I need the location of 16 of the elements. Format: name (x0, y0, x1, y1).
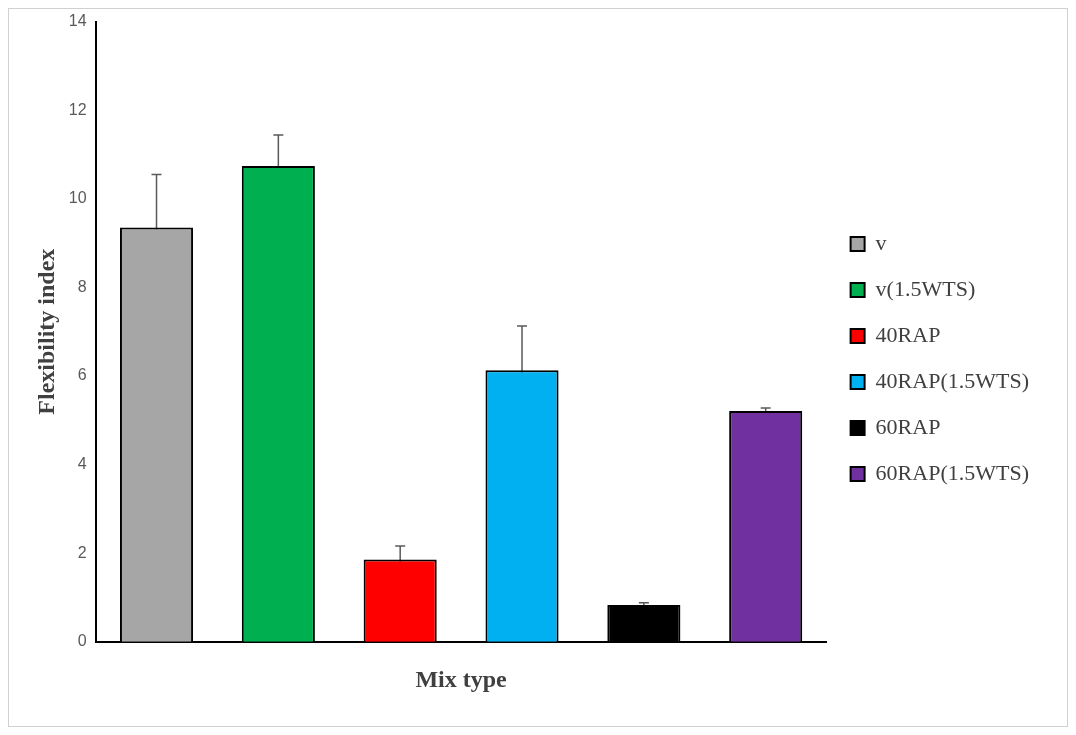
legend-label: 60RAP (875, 413, 941, 439)
y-tick-label: 4 (77, 455, 87, 473)
y-tick-label: 12 (68, 100, 87, 118)
y-tick-label: 8 (77, 277, 87, 295)
y-axis-title: Flexibility index (32, 248, 59, 415)
legend-label: 40RAP(1.5WTS) (875, 367, 1029, 393)
legend-label: 60RAP(1.5WTS) (875, 459, 1029, 485)
legend-label: v (875, 229, 887, 255)
y-tick-label: 6 (77, 366, 87, 384)
y-tick-label: 10 (68, 189, 87, 207)
y-tick-label: 0 (77, 632, 87, 650)
y-tick-label: 2 (77, 543, 87, 561)
x-axis-title: Mix type (415, 665, 508, 692)
legend-label: v(1.5WTS) (875, 275, 976, 301)
y-tick-label: 14 (68, 12, 87, 30)
legend-label: 40RAP (875, 321, 941, 347)
